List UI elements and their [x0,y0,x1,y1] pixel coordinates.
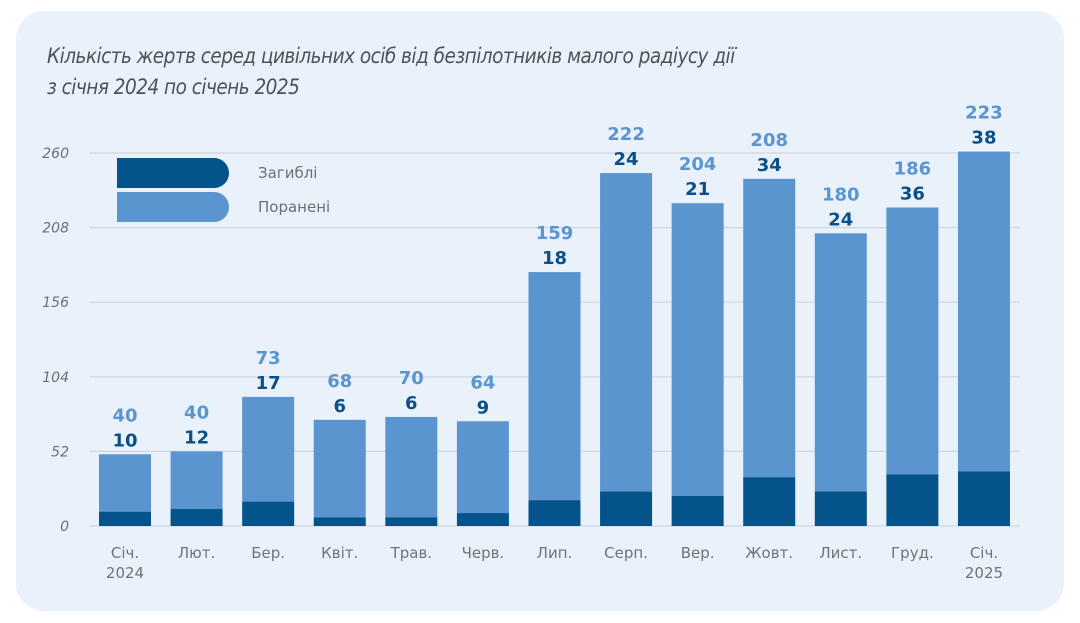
bar-injured [743,178,796,478]
x-tick-label: Вер. [681,544,715,562]
x-tick-label: Трав. [390,544,432,562]
bar-injured [385,416,438,518]
x-tick-label: 2025 [965,564,1003,582]
data-label-injured: 204 [679,154,717,175]
x-tick-label: 2024 [106,564,144,582]
data-label-injured: 186 [894,159,932,180]
data-label-injured: 64 [470,372,495,393]
x-tick-label: Лют. [178,544,215,562]
data-label-killed: 12 [184,427,209,448]
data-label-killed: 9 [477,397,490,418]
bar-killed [814,491,867,526]
y-tick-label: 208 [42,221,69,237]
x-tick-label: Лист. [819,544,862,562]
data-label-injured: 180 [822,184,860,205]
data-label-injured: 73 [256,348,281,369]
data-label-killed: 34 [757,155,782,176]
bar-killed [99,511,151,526]
data-label-killed: 38 [971,128,996,149]
chart-title-line-1: Кількість жертв серед цивільних осіб від… [47,44,735,68]
chart-title-line-2: з січня 2024 по січень 2025 [47,75,300,99]
data-label-killed: 24 [614,149,639,170]
bar-killed [242,501,295,526]
x-tick-label: Квіт. [321,544,358,562]
data-label-injured: 40 [112,405,137,426]
bar-injured [814,233,867,492]
data-label-killed: 36 [900,184,925,205]
bar-killed [743,477,796,526]
data-labels: 10 40 12 40 17 73 6 68 6 70 9 64 18 159 24 222 21 204 34 20… [112,103,1002,452]
bar-injured [600,173,653,492]
bar-killed [886,474,939,526]
data-label-killed: 24 [828,209,853,230]
data-label-killed: 6 [405,393,418,414]
data-label-killed: 21 [685,179,710,200]
y-tick-label: 104 [42,370,69,386]
x-tick-label: Жовт. [745,544,793,562]
legend-label: Поранені [258,198,330,216]
bar-injured [528,272,581,501]
bar-killed [671,495,724,526]
y-tick-label: 156 [42,295,69,311]
bar-killed [385,517,438,526]
legend-swatch [117,158,229,188]
bar-killed [528,500,581,526]
legend-swatch [117,192,229,222]
bar-injured [242,396,295,502]
data-label-injured: 222 [607,124,645,145]
bar-injured [957,151,1010,472]
bars [99,151,1010,526]
bar-injured [170,451,223,509]
x-tick-label: Лип. [537,544,573,562]
x-tick-label: Січ. [111,544,139,562]
data-label-injured: 159 [536,223,574,244]
x-tick-label: Серп. [604,544,648,562]
x-tick-label: Бер. [251,544,285,562]
y-tick-label: 52 [51,444,69,460]
x-tick-label: Черв. [462,544,505,562]
bar-injured [313,419,366,518]
bar-killed [957,471,1010,526]
data-label-injured: 40 [184,402,209,423]
data-label-injured: 68 [327,371,352,392]
y-axis: 0 52 104 156 208 260 [42,146,69,535]
data-label-injured: 70 [399,368,424,389]
data-label-injured: 223 [965,103,1003,124]
data-label-injured: 208 [750,130,788,151]
bar-injured [456,421,509,514]
bar-killed [170,508,223,526]
data-label-killed: 17 [256,373,281,394]
x-tick-label: Груд. [891,544,934,562]
legend-label: Загиблі [258,164,317,182]
bar-injured [886,207,939,475]
bar-injured [671,203,724,496]
y-tick-label: 260 [42,146,69,162]
y-tick-label: 0 [60,519,69,535]
bar-killed [313,517,366,526]
bar-killed [456,513,509,526]
bar-injured [99,454,151,512]
data-label-killed: 18 [542,248,567,269]
legend: Загиблі Поранені [117,158,330,222]
x-tick-label: Січ. [970,544,998,562]
data-label-killed: 6 [333,396,346,417]
bar-killed [600,491,653,526]
x-axis: Січ. 2024 Лют. Бер. Квіт. Трав. Черв. Лип. Серп.… [106,544,1003,582]
data-label-killed: 10 [112,430,137,451]
chart-title: Кількість жертв серед цивільних осіб від… [47,41,839,103]
